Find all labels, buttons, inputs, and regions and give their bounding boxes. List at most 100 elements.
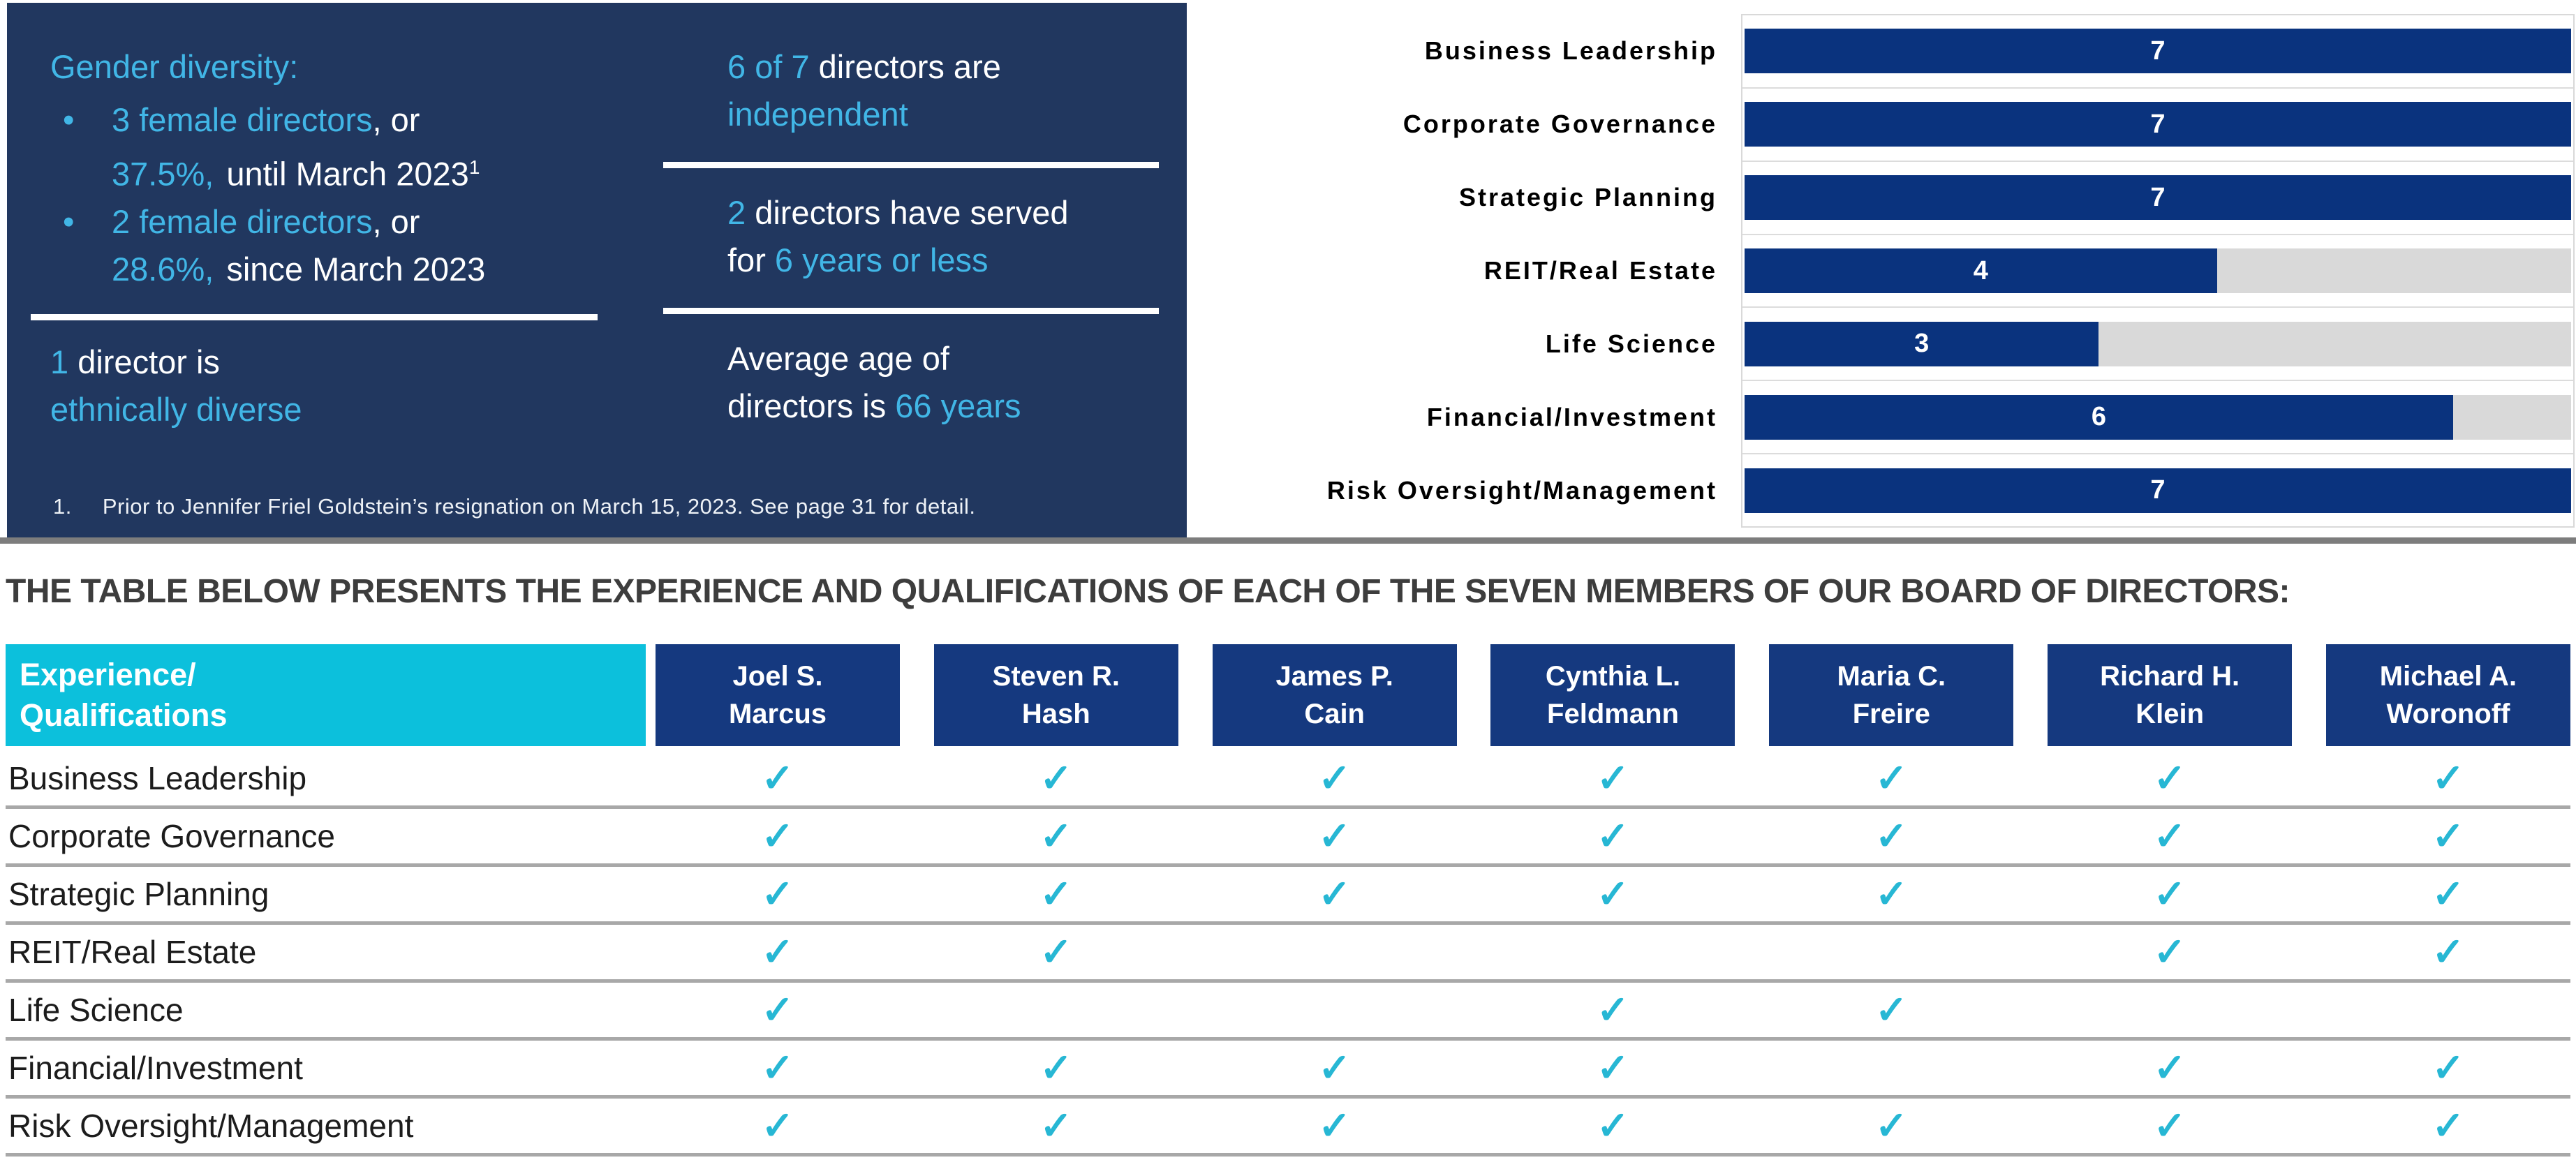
director-header-cell: Richard H. Klein xyxy=(2048,644,2293,746)
divider xyxy=(31,313,598,320)
check-icon: ✓ xyxy=(2153,1046,2186,1090)
tenure-line-2: for 6 years or less xyxy=(727,241,989,278)
bar-value-label: 3 xyxy=(1914,329,1930,359)
chart-category-label: Strategic Planning xyxy=(1458,182,1717,211)
check-icon: ✓ xyxy=(2431,872,2465,916)
bullet-2-line-1: 2 female directors, or xyxy=(112,202,420,240)
tenure-line-1: 2 directors have served xyxy=(727,194,1069,231)
director-header-cell: Joel S. Marcus xyxy=(656,644,900,746)
footnote-reference: 1 xyxy=(468,156,480,178)
chart-band: 7 xyxy=(1742,15,2573,87)
check-icon xyxy=(2048,986,2292,1034)
check-icon: ✓ xyxy=(1874,756,1908,800)
chart-band: 4 xyxy=(1742,233,2573,307)
chart-bar: 6 xyxy=(1745,394,2453,440)
check-icon: ✓ xyxy=(1039,1103,1073,1147)
chart-bar: 3 xyxy=(1745,321,2099,366)
bar-value-label: 7 xyxy=(2150,475,2166,505)
check-icon: ✓ xyxy=(1039,814,1073,858)
row-label: Financial/Investment xyxy=(8,1050,303,1086)
check-icon: ✓ xyxy=(2431,1103,2465,1147)
ethnic-diversity-line-1: 1 director is xyxy=(50,343,220,380)
check-icon: ✓ xyxy=(761,1046,794,1090)
independence-line-2: independent xyxy=(727,96,908,133)
chart-category-label: Business Leadership xyxy=(1424,36,1717,65)
chart-category-label: Risk Oversight/Management xyxy=(1326,476,1717,505)
check-icon: ✓ xyxy=(1874,1103,1908,1147)
chart-bar: 7 xyxy=(1745,468,2571,513)
director-header-cell: Cynthia L. Feldmann xyxy=(1490,644,1735,746)
table-row: Risk Oversight/Management ✓ ✓ ✓ ✓ ✓ ✓ ✓ xyxy=(6,1099,2570,1157)
check-icon xyxy=(1769,1043,2013,1092)
table-row: Strategic Planning ✓ ✓ ✓ ✓ ✓ ✓ ✓ xyxy=(6,867,2570,925)
chart-band: 3 xyxy=(1742,306,2573,380)
row-label: REIT/Real Estate xyxy=(8,934,257,970)
bar-track: 4 xyxy=(1745,248,2571,293)
chart-bar: 7 xyxy=(1745,175,2571,221)
check-icon: ✓ xyxy=(2153,756,2186,800)
table-row: Business Leadership ✓ ✓ ✓ ✓ ✓ ✓ ✓ xyxy=(6,751,2570,809)
table-row: REIT/Real Estate ✓ ✓ ✓ ✓ xyxy=(6,925,2570,983)
check-icon: ✓ xyxy=(2431,756,2465,800)
experience-qualifications-header: Experience/ Qualifications xyxy=(6,644,646,746)
director-header-cell: Steven R. Hash xyxy=(933,644,1178,746)
bar-value-label: 6 xyxy=(2091,402,2106,432)
check-icon: ✓ xyxy=(1597,988,1629,1032)
check-icon: ✓ xyxy=(1039,1046,1073,1090)
footnote-number: 1. xyxy=(53,494,72,519)
chart-band: 6 xyxy=(1742,380,2573,453)
bullet-dot-icon: • xyxy=(63,202,75,240)
check-icon xyxy=(1213,928,1457,976)
table-row: Corporate Governance ✓ ✓ ✓ ✓ ✓ ✓ ✓ xyxy=(6,809,2570,867)
check-icon: ✓ xyxy=(2431,1046,2465,1090)
check-icon xyxy=(1769,928,2013,976)
row-label: Business Leadership xyxy=(8,760,307,796)
divider xyxy=(663,162,1159,168)
chart-bar: 4 xyxy=(1745,248,2217,293)
table-header-row: Experience/ Qualifications Joel S. Marcus… xyxy=(6,644,2570,746)
chart-category-label: REIT/Real Estate xyxy=(1483,255,1717,285)
check-icon: ✓ xyxy=(1318,1046,1352,1090)
check-icon: ✓ xyxy=(1039,756,1073,800)
director-header-cell: James P. Cain xyxy=(1212,644,1457,746)
check-icon: ✓ xyxy=(1874,814,1908,858)
check-icon: ✓ xyxy=(1039,872,1073,916)
gender-diversity-column: Gender diversity: • 3 female directors, … xyxy=(31,43,672,433)
chart-band: 7 xyxy=(1742,87,2573,161)
footnote: 1. Prior to Jennifer Friel Goldstein’s r… xyxy=(53,494,976,519)
check-icon: ✓ xyxy=(1318,1103,1352,1147)
table-row: Life Science ✓ ✓ ✓ xyxy=(6,983,2570,1041)
check-icon: ✓ xyxy=(2153,814,2186,858)
bar-chart-category-labels: Business Leadership Corporate Governance… xyxy=(1208,14,1717,528)
independence-line-1: 6 of 7 directors are xyxy=(727,48,1001,85)
footnote-text: Prior to Jennifer Friel Goldstein’s resi… xyxy=(102,494,976,519)
check-icon: ✓ xyxy=(761,930,794,974)
check-icon: ✓ xyxy=(1597,872,1629,916)
check-icon: ✓ xyxy=(2153,1103,2186,1147)
section-divider-rule xyxy=(0,537,2576,544)
check-icon: ✓ xyxy=(1874,988,1908,1032)
bar-track: 7 xyxy=(1745,175,2571,221)
table-headline: THE TABLE BELOW PRESENTS THE EXPERIENCE … xyxy=(6,573,2290,610)
check-icon: ✓ xyxy=(2431,930,2465,974)
ethnic-diversity-line-2: ethnically diverse xyxy=(50,390,302,428)
check-icon: ✓ xyxy=(1597,1103,1629,1147)
bar-track: 7 xyxy=(1745,102,2571,147)
check-icon: ✓ xyxy=(1318,756,1352,800)
chart-category-label: Corporate Governance xyxy=(1402,109,1717,138)
check-icon: ✓ xyxy=(1874,872,1908,916)
chart-band: 7 xyxy=(1742,160,2573,234)
experience-table-body: Business Leadership ✓ ✓ ✓ ✓ ✓ ✓ ✓ Corpor… xyxy=(6,751,2570,1157)
bullet-1-line-1: 3 female directors, or xyxy=(112,101,420,138)
check-icon xyxy=(934,986,1178,1034)
check-icon: ✓ xyxy=(1318,872,1352,916)
average-age-line-2: directors is 66 years xyxy=(727,387,1021,424)
check-icon: ✓ xyxy=(1597,1046,1629,1090)
bar-track: 3 xyxy=(1745,321,2571,366)
check-icon: ✓ xyxy=(761,988,794,1032)
row-label: Corporate Governance xyxy=(8,818,335,854)
bar-track: 7 xyxy=(1745,468,2571,513)
director-header-cell: Michael A. Woronoff xyxy=(2325,644,2570,746)
gender-bullet-2: • 2 female directors, or 28.6%, since Mar… xyxy=(50,198,672,293)
check-icon: ✓ xyxy=(1597,756,1629,800)
